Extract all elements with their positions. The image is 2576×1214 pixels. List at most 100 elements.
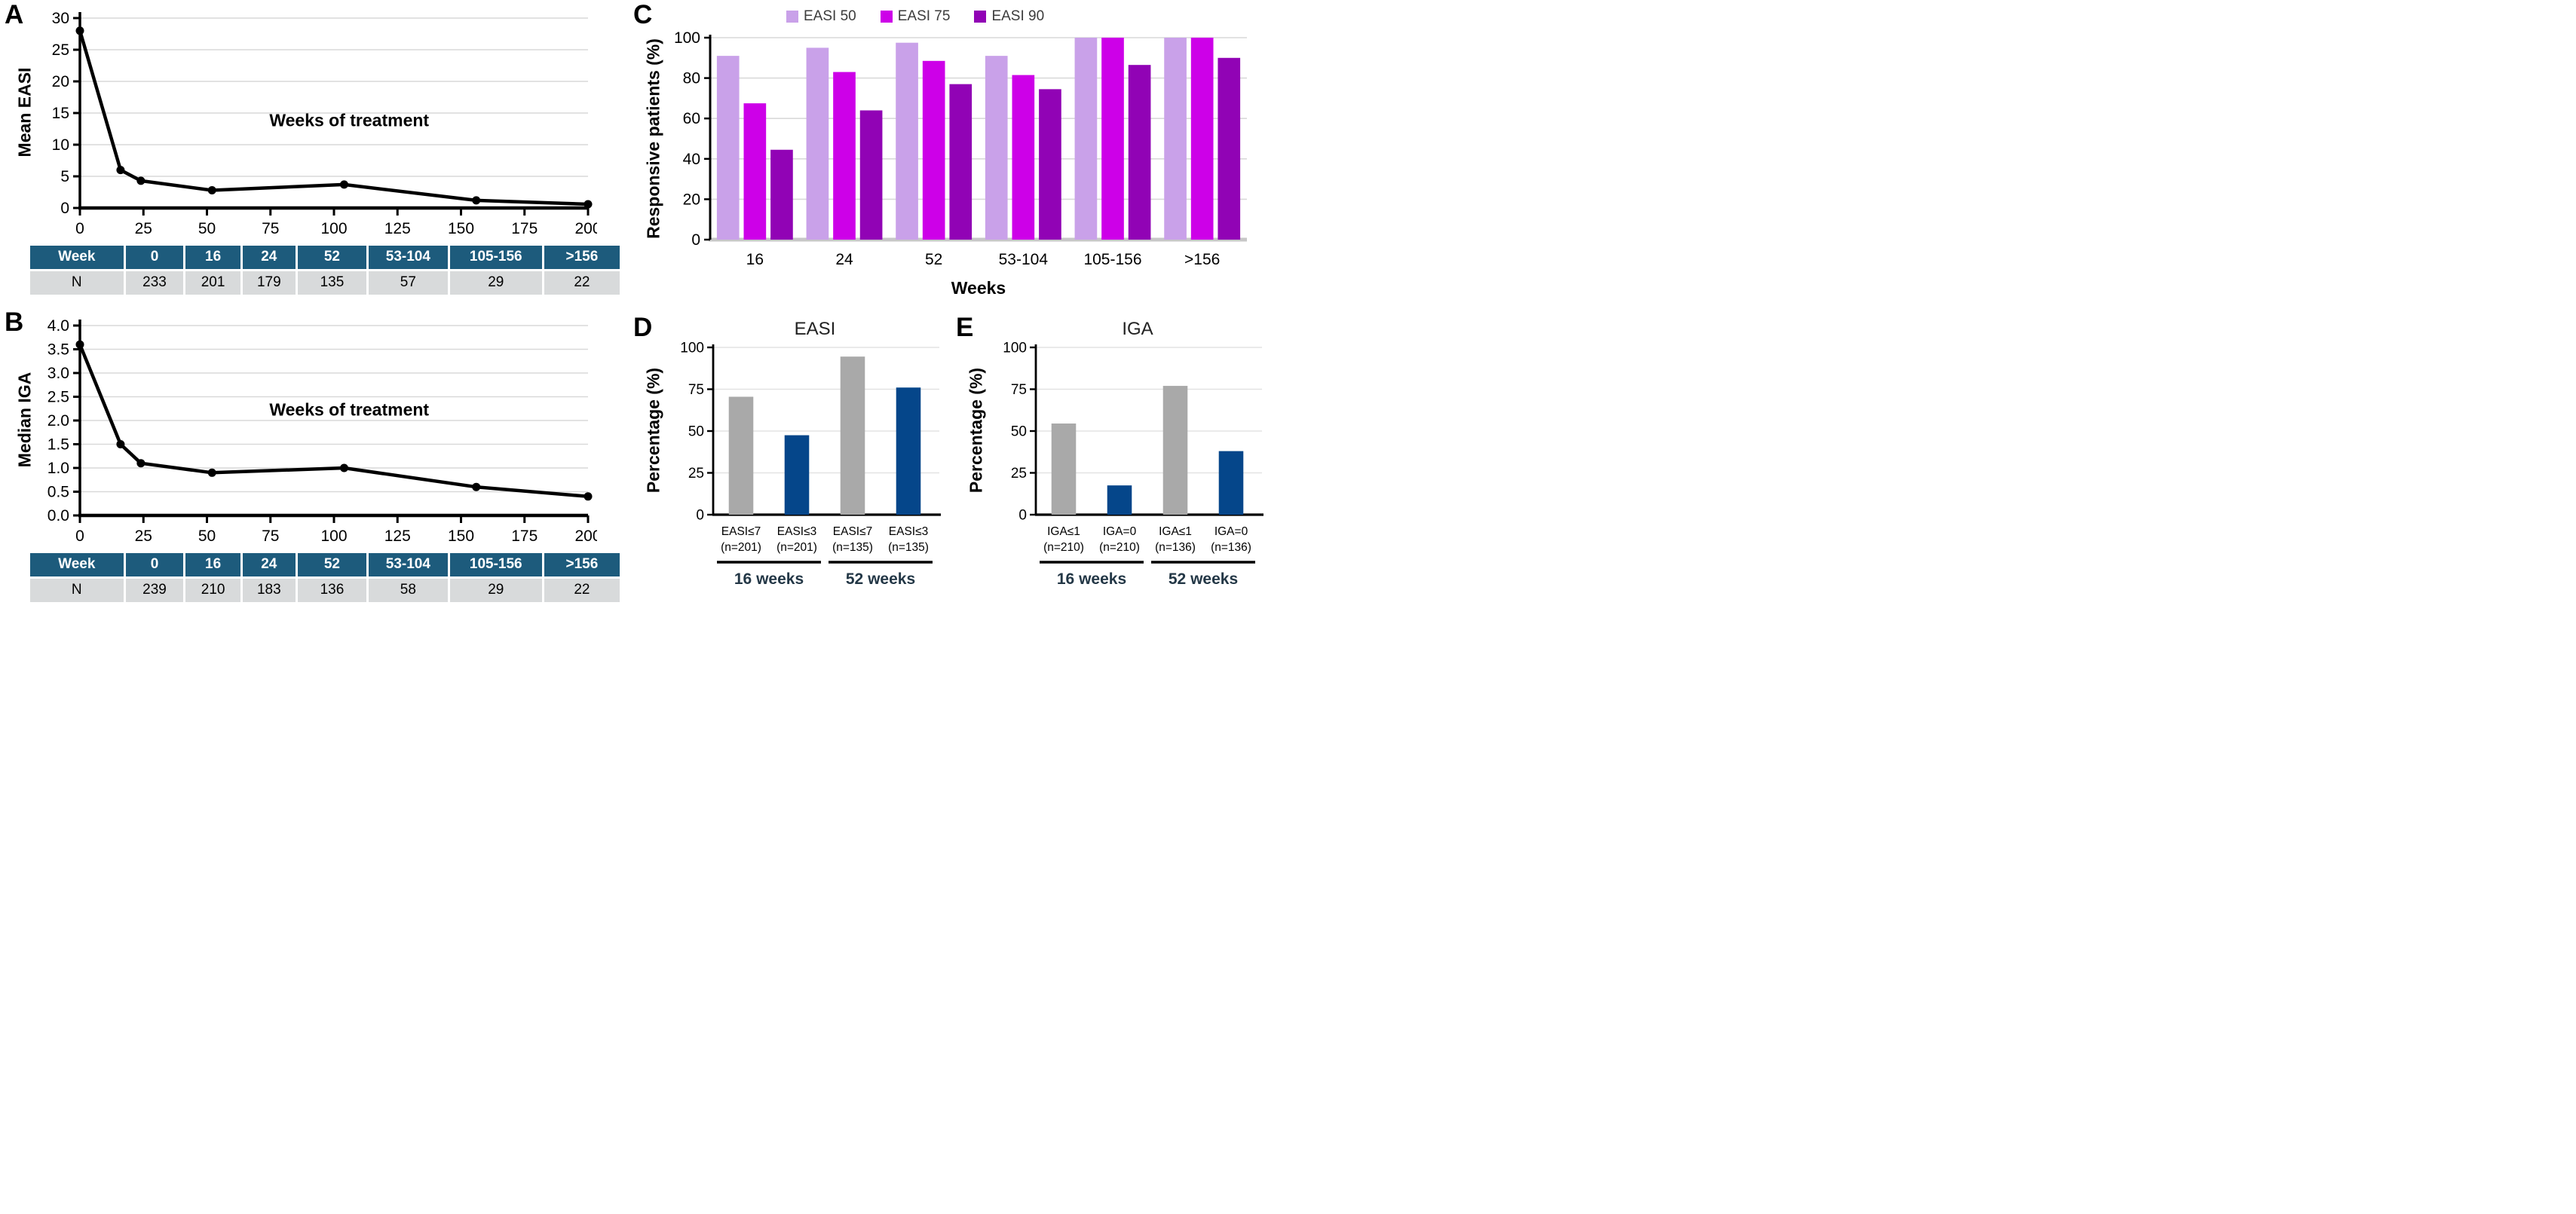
table-cell: N: [30, 579, 126, 602]
bar-easi-90: [949, 84, 973, 240]
table-cell: 29: [449, 579, 544, 602]
panel-c: C EASI 50 EASI 75 EASI 90 Responsive patie…: [632, 2, 1282, 304]
table-cell: 210: [185, 579, 243, 602]
y-tick-label: 4.0: [47, 317, 69, 335]
iga-chart-title: IGA: [1122, 319, 1153, 339]
right-column: C EASI 50 EASI 75 EASI 90 Responsive patie…: [624, 2, 1282, 607]
bar-easi-50: [985, 56, 1008, 240]
percentage-y-axis-label-d-text: Percentage (%): [643, 367, 663, 494]
y-tick-label: 100: [674, 29, 700, 47]
x-category-label-line2: (n=136): [1155, 541, 1196, 554]
table-cell: 233: [125, 271, 186, 295]
bar: [840, 356, 865, 515]
panel-e-label: E: [956, 313, 974, 342]
table-cell: 29: [449, 271, 544, 295]
x-tick-label: 100: [320, 527, 347, 545]
x-category-label-line1: IGA≤1: [1047, 525, 1080, 538]
data-point: [472, 482, 481, 491]
x-category-label-line2: (n=135): [832, 541, 873, 554]
y-tick-label: 3.5: [47, 341, 69, 359]
y-tick-label: 25: [688, 466, 704, 482]
data-point: [472, 196, 481, 205]
weeks-of-treatment-annotation: Weeks of treatment: [269, 111, 429, 130]
x-tick-label: 175: [511, 220, 538, 237]
responsive-patients-y-axis-label-text: Responsive patients (%): [643, 38, 663, 239]
panel-b-label: B: [5, 307, 24, 337]
y-tick-label: 15: [52, 105, 69, 122]
x-category-label-line2: (n=210): [1099, 541, 1140, 554]
data-point: [207, 185, 216, 194]
bar-easi-90: [1218, 57, 1241, 240]
y-tick-label: 0: [696, 508, 704, 524]
median-iga-y-axis-label-text: Median IGA: [14, 372, 35, 468]
x-category-label-line1: EASI≤7: [721, 525, 761, 538]
y-tick-label: 0.0: [47, 507, 69, 524]
legend-item-easi-90: EASI 90: [974, 8, 1044, 25]
data-point: [207, 468, 216, 477]
week-n-table-b: Week 0 16 24 52 53-104 105-156 >156 N 239 210 183 13…: [30, 553, 620, 602]
bar: [1051, 424, 1077, 515]
y-tick-label: 1.0: [47, 460, 69, 477]
y-tick-label: 2.0: [47, 412, 69, 430]
bar-easi-50: [806, 47, 829, 240]
x-tick-label: 50: [198, 527, 216, 545]
bar: [896, 387, 921, 515]
bar-easi-90: [770, 149, 793, 240]
y-tick-label: 0: [691, 231, 700, 249]
x-category-label: 52: [925, 251, 942, 268]
x-tick-label: 200: [574, 220, 597, 237]
mean-easi-line-chart: 0 5 10 15 20 25 30 0 25 50 75 100 125 150 175 200 Weeks …: [52, 10, 597, 237]
left-column: A Mean EASI 0 5 10 15 20 25 30 0 25 50 75 100 125 150…: [3, 2, 624, 607]
table-header-cell: 24: [242, 553, 298, 579]
responsive-patients-bar-chart: 0 20 40 60 80 100 16 24 52 53-104 105-156 >156 Weeks: [674, 29, 1247, 298]
y-tick-label: 0: [60, 200, 69, 217]
easi-response-bar-chart: 0 25 50 75 100 EASI≤7 (n=201) EASI≤3 (n=201) EASI…: [680, 341, 941, 588]
table-cell: 239: [125, 579, 186, 602]
x-tick-label: 0: [75, 527, 84, 545]
x-category-label-line1: IGA≤1: [1159, 525, 1192, 538]
panel-a: A Mean EASI 0 5 10 15 20 25 30 0 25 50 75 100 125 150…: [3, 2, 624, 303]
table-header-cell: 52: [297, 246, 369, 271]
data-point: [584, 492, 593, 501]
table-header-cell: Week: [30, 553, 126, 579]
y-tick-label: 0.5: [47, 484, 69, 501]
bar-easi-50: [896, 42, 918, 240]
table-header-cell: 53-104: [369, 246, 450, 271]
table-header-cell: 0: [125, 246, 186, 271]
y-tick-label: 0: [1018, 508, 1027, 524]
y-tick-label: 10: [52, 136, 69, 154]
table-cell: 57: [369, 271, 450, 295]
panel-e: E IGA Percentage (%) 0 25 50 75 100 IGA≤1 (n=2…: [954, 314, 1277, 590]
figure: A Mean EASI 0 5 10 15 20 25 30 0 25 50 75 100 125 150…: [0, 0, 1282, 607]
bar: [1162, 386, 1188, 515]
x-axis-title: Weeks: [951, 278, 1006, 298]
x-category-label-line2: (n=135): [888, 541, 929, 554]
x-category-label-line2: (n=201): [776, 541, 817, 554]
bar-easi-75: [1101, 38, 1124, 240]
y-tick-label: 75: [688, 382, 704, 398]
y-tick-label: 25: [52, 41, 69, 59]
mean-easi-y-axis-label-text: Mean EASI: [14, 67, 35, 157]
x-category-label-line2: (n=136): [1211, 541, 1251, 554]
x-tick-label: 0: [75, 220, 84, 237]
easi-chart-title: EASI: [794, 319, 836, 339]
bar-easi-75: [1012, 75, 1035, 240]
panel-d: D EASI Percentage (%) 0 25 50 75 100 EASI≤7 (n…: [632, 314, 954, 590]
bar-easi-90: [1039, 89, 1061, 240]
bar-easi-75: [1190, 38, 1214, 240]
data-point: [116, 166, 125, 175]
x-category-label-line1: EASI≤3: [889, 525, 928, 538]
iga-response-bar-chart: 0 25 50 75 100 IGA≤1 (n=210) IGA=0 (n=210) IGA≤1 (…: [1003, 341, 1263, 588]
x-category-label: 16: [746, 251, 764, 268]
x-tick-label: 175: [511, 527, 538, 545]
data-point: [339, 463, 348, 472]
x-category-label: 53-104: [999, 251, 1049, 268]
percentage-y-axis-label-d: Percentage (%): [639, 341, 668, 590]
panel-b: B Median IGA 0.0 0.5 1.0 1.5 2.0 2.5 3.0 3.5 4.0…: [3, 309, 624, 607]
y-tick-label: 40: [683, 151, 700, 168]
table-header-cell: 16: [185, 553, 243, 579]
x-category-label-line1: IGA=0: [1214, 525, 1248, 538]
y-tick-label: 100: [680, 341, 704, 356]
bar-easi-90: [1128, 65, 1151, 240]
table-header-cell: 53-104: [369, 553, 450, 579]
